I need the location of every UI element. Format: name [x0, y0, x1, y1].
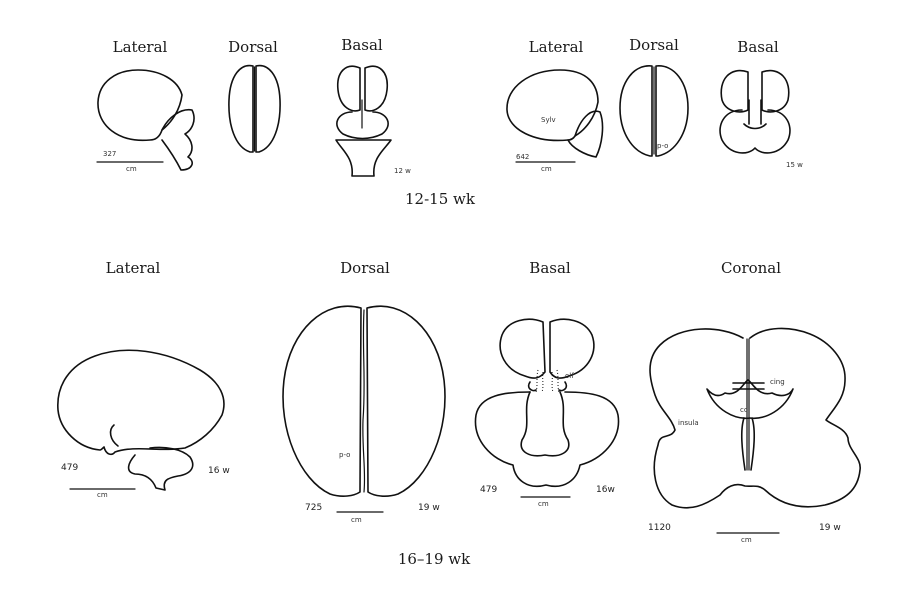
- g1b-po-label: p-o: [657, 142, 668, 150]
- g2-basal-olf-label: olf: [565, 372, 574, 380]
- g1b-basal-title: Basal: [737, 38, 779, 56]
- g2-lateral-drawing: [57, 349, 225, 491]
- g1a-scale-unit: cm: [126, 165, 137, 173]
- g2-coronal-age: 19 w: [819, 523, 841, 533]
- g2-dorsal-specimen-number: 725: [305, 503, 322, 513]
- g2-coronal-specimen-number: 1120: [648, 523, 671, 533]
- g1b-scale-unit: cm: [541, 165, 552, 173]
- g1a-dorsal-title: Dorsal: [228, 38, 278, 56]
- g1-caption: 12-15 wk: [405, 190, 476, 208]
- g1a-specimen-number: 327: [103, 150, 116, 158]
- g2-dorsal-scale-unit: cm: [351, 516, 362, 524]
- g2-lateral-title: Lateral: [106, 259, 161, 277]
- g2-coronal-title: Coronal: [721, 259, 781, 277]
- g1b-specimen-number: 642: [516, 153, 529, 161]
- g1a-basal-drawing: [335, 65, 392, 177]
- g2-basal-drawing: [474, 318, 620, 498]
- g2-coronal-drawing: [649, 327, 861, 534]
- g1b-lateral-drawing: [506, 69, 604, 163]
- g1b-lateral-title: Lateral: [529, 38, 584, 56]
- g2-lateral-age: 16 w: [208, 466, 230, 476]
- g1b-dorsal-drawing: [619, 65, 689, 157]
- g2-basal-scale-unit: cm: [538, 500, 549, 508]
- g1b-dorsal-title: Dorsal: [629, 36, 679, 54]
- g2-dorsal-po-label: p-o: [339, 451, 350, 459]
- g1a-age-label: 12 w: [394, 167, 411, 175]
- g1a-dorsal-drawing: [228, 64, 281, 153]
- g2-dorsal-age: 19 w: [418, 503, 440, 513]
- g1b-sylv-label: Sylv: [541, 116, 556, 124]
- g2-lateral-scale-unit: cm: [97, 491, 108, 499]
- g1a-lateral-drawing: [96, 69, 195, 171]
- g2-lateral-specimen-number: 479: [61, 463, 78, 473]
- g2-dorsal-title: Dorsal: [340, 259, 390, 277]
- g2-basal-age: 16w: [596, 485, 615, 495]
- g2-coronal-cc-label: cc: [740, 406, 748, 414]
- g2-coronal-cing-label: cing: [770, 378, 785, 386]
- g1b-age-label: 15 w: [786, 161, 803, 169]
- g2-basal-specimen-number: 479: [480, 485, 497, 495]
- g2-coronal-insula-label: insula: [678, 419, 699, 427]
- g1a-lateral-title: Lateral: [113, 38, 168, 56]
- g2-dorsal-drawing: [282, 305, 446, 513]
- g1a-basal-title: Basal: [341, 36, 383, 54]
- g2-basal-title: Basal: [529, 259, 571, 277]
- g2-caption: 16–19 wk: [398, 550, 471, 568]
- g2-coronal-scale-unit: cm: [741, 536, 752, 544]
- g1b-basal-drawing: [719, 69, 791, 154]
